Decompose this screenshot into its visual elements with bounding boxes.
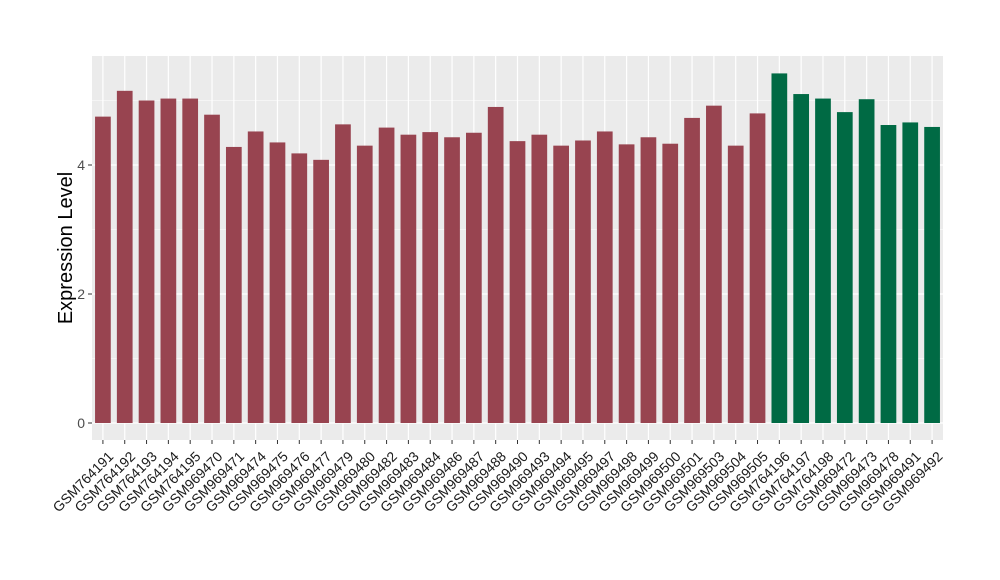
- bar-GSM969504: [727, 145, 744, 423]
- y-axis-title: Expression Level: [55, 172, 77, 324]
- bar-GSM969476: [291, 153, 308, 423]
- bar-GSM969497: [596, 131, 613, 423]
- bar-GSM969475: [269, 142, 286, 424]
- y-tick-label: 4: [77, 157, 85, 173]
- bar-GSM764196: [771, 73, 788, 423]
- bar-GSM764197: [793, 94, 810, 424]
- bar-GSM969503: [706, 105, 722, 423]
- bar-GSM969490: [509, 141, 526, 423]
- bar-GSM969479: [335, 124, 351, 424]
- bar-GSM969492: [924, 126, 940, 423]
- bar-GSM969498: [618, 144, 635, 424]
- bar-GSM969470: [204, 114, 220, 423]
- bar-GSM969499: [640, 137, 657, 423]
- y-tick-label: 2: [77, 286, 85, 302]
- bar-GSM764198: [815, 98, 831, 423]
- x-axis: GSM764191GSM764192GSM764193GSM764194GSM7…: [49, 440, 946, 515]
- bar-GSM764192: [116, 90, 133, 423]
- bar-GSM969471: [225, 146, 242, 423]
- bar-GSM969473: [858, 99, 875, 424]
- bar-GSM969495: [575, 140, 591, 424]
- bar-GSM969494: [553, 145, 569, 423]
- bar-GSM969488: [487, 106, 504, 423]
- bar-GSM969472: [836, 112, 853, 424]
- bar-GSM764191: [95, 116, 111, 423]
- bar-GSM969500: [662, 143, 679, 423]
- bar-GSM969484: [422, 132, 439, 424]
- bar-GSM969482: [378, 127, 395, 423]
- bar-GSM969483: [400, 134, 417, 423]
- bar-GSM969486: [444, 137, 460, 423]
- bar-GSM969474: [247, 131, 264, 423]
- bar-GSM969487: [466, 132, 482, 423]
- bar-GSM969505: [749, 113, 766, 424]
- bar-GSM969491: [902, 122, 919, 424]
- y-tick-label: 0: [77, 415, 85, 431]
- bar-GSM764194: [160, 98, 177, 423]
- bar-GSM969477: [313, 159, 329, 423]
- bar-GSM969480: [356, 145, 373, 423]
- bar-GSM969501: [684, 117, 700, 423]
- bar-GSM764193: [138, 100, 155, 423]
- y-axis: 0 2 4: [77, 157, 92, 431]
- bar-GSM969478: [880, 125, 897, 423]
- bar-GSM764195: [182, 98, 199, 423]
- bar-GSM969493: [531, 134, 548, 423]
- bars: [95, 73, 940, 424]
